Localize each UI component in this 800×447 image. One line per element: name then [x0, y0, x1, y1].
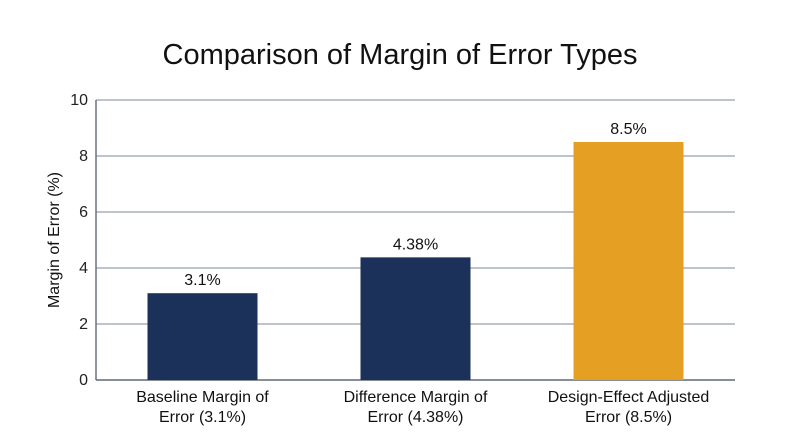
- bar: [573, 142, 684, 380]
- bar: [147, 293, 258, 380]
- y-tick-label: 8: [79, 148, 88, 165]
- data-labels: 3.1% 4.38% 8.5%: [184, 121, 646, 289]
- y-tick-label: 6: [79, 204, 88, 221]
- bar-value-label: 8.5%: [610, 121, 646, 138]
- y-tick-label: 4: [79, 260, 88, 277]
- y-axis-label: Margin of Error (%): [46, 172, 63, 308]
- bars: [147, 142, 684, 380]
- x-tick-label: Difference Margin of Error (4.38%): [344, 389, 488, 426]
- chart-title: Comparison of Margin of Error Types: [163, 39, 638, 71]
- y-tick-label: 0: [79, 372, 88, 389]
- y-tick-label: 10: [70, 92, 88, 109]
- x-tick-label: Baseline Margin of Error (3.1%): [136, 389, 269, 426]
- y-tick-label: 2: [79, 316, 88, 333]
- y-axis-ticks: 0 2 4 6 8 10: [70, 92, 88, 389]
- bar-value-label: 4.38%: [393, 236, 438, 253]
- x-axis-labels: Baseline Margin of Error (3.1%) Difference…: [136, 389, 709, 426]
- x-tick-label: Design-Effect Adjusted Error (8.5%): [548, 389, 710, 426]
- bar-value-label: 3.1%: [184, 272, 220, 289]
- bar: [360, 257, 471, 380]
